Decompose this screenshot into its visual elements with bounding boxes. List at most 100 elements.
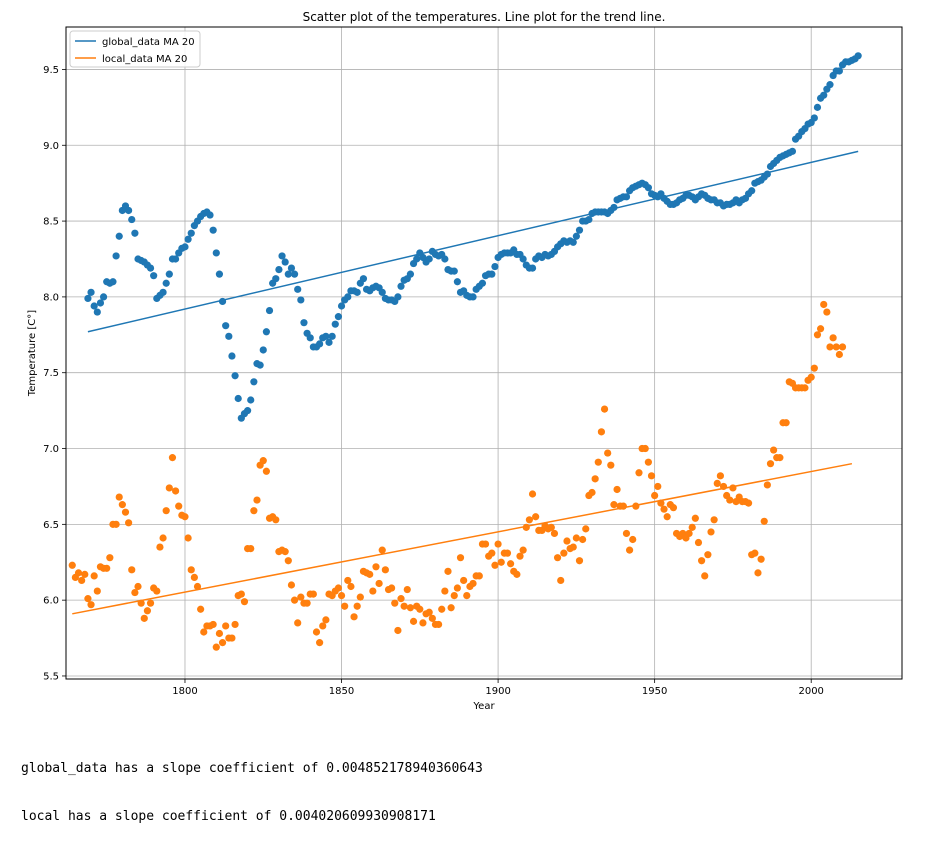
data-point-local xyxy=(613,485,621,494)
data-point-global xyxy=(331,320,339,328)
data-point-local xyxy=(171,487,180,495)
data-point-global xyxy=(294,285,302,293)
data-point-local xyxy=(93,587,101,595)
data-point-local xyxy=(629,535,637,544)
data-point-global xyxy=(788,147,797,155)
data-point-global xyxy=(622,193,631,201)
data-point-local xyxy=(688,523,696,531)
data-point-local xyxy=(250,507,258,515)
data-point-local xyxy=(763,481,771,489)
data-point-local xyxy=(553,554,562,562)
data-point-local xyxy=(456,554,465,562)
data-point-local xyxy=(801,384,809,392)
data-point-local xyxy=(428,614,436,622)
data-point-local xyxy=(607,461,615,469)
output-line-global: global_data has a slope coefficient of 0… xyxy=(21,761,483,776)
data-point-local xyxy=(337,592,346,600)
data-point-local xyxy=(297,593,305,601)
data-point-local xyxy=(625,546,634,554)
data-point-local xyxy=(657,499,665,507)
data-point-local xyxy=(754,569,762,577)
data-point-global xyxy=(265,306,274,315)
data-point-global xyxy=(225,332,233,340)
data-point-local xyxy=(316,639,324,647)
data-point-local xyxy=(770,446,778,454)
data-point-global xyxy=(441,255,449,263)
data-point-local xyxy=(128,566,136,574)
data-point-local xyxy=(247,545,255,553)
data-point-local xyxy=(563,537,571,545)
data-point-local xyxy=(416,605,424,613)
x-tick-label: 1850 xyxy=(329,686,354,697)
data-point-local xyxy=(707,528,715,536)
data-point-local xyxy=(691,514,699,522)
plot-area-frame xyxy=(65,26,903,680)
data-point-local xyxy=(184,534,192,542)
data-point-global xyxy=(854,52,862,60)
data-point-global xyxy=(519,255,527,263)
data-point-global xyxy=(644,184,652,192)
data-point-global xyxy=(469,293,477,301)
data-point-global xyxy=(171,255,180,263)
data-point-local xyxy=(622,529,631,538)
data-point-global xyxy=(259,346,267,354)
data-point-global xyxy=(813,103,822,111)
data-point-global xyxy=(231,372,239,380)
data-point-local xyxy=(197,605,205,613)
data-point-local xyxy=(829,334,837,342)
data-point-local xyxy=(209,620,217,629)
data-point-global xyxy=(115,232,123,240)
data-point-local xyxy=(222,622,230,630)
data-point-local xyxy=(312,628,321,636)
y-tick-label: 7.5 xyxy=(43,368,59,379)
y-tick-label: 8.0 xyxy=(43,292,59,303)
data-point-global xyxy=(610,203,618,212)
data-point-local xyxy=(134,582,142,591)
data-point-global xyxy=(328,332,336,340)
data-point-global xyxy=(244,407,252,415)
data-point-global xyxy=(184,235,192,243)
data-point-local xyxy=(719,482,728,491)
grid-lines xyxy=(66,27,902,679)
data-point-global xyxy=(84,294,92,303)
data-point-local xyxy=(685,529,693,538)
data-point-global xyxy=(478,279,487,287)
data-point-local xyxy=(651,491,659,500)
data-point-local xyxy=(591,475,599,483)
data-point-local xyxy=(757,555,765,563)
data-point-global xyxy=(131,229,139,237)
data-point-local xyxy=(284,557,292,565)
data-point-local xyxy=(744,499,753,507)
data-point-global xyxy=(334,313,343,321)
scatter-chart: Scatter plot of the temperatures. Line p… xyxy=(27,10,903,712)
data-point-local xyxy=(106,554,114,562)
data-point-local xyxy=(125,519,133,527)
data-point-local xyxy=(600,405,609,413)
data-point-local xyxy=(816,325,825,333)
data-point-local xyxy=(366,570,374,578)
data-point-global xyxy=(96,299,105,307)
data-point-local xyxy=(84,595,92,603)
data-point-local xyxy=(187,566,195,574)
data-point-local xyxy=(190,573,198,582)
data-point-local xyxy=(175,502,183,510)
data-point-global xyxy=(212,249,220,257)
data-point-local xyxy=(475,572,483,580)
data-point-local xyxy=(294,619,302,627)
data-point-local xyxy=(710,516,718,524)
data-point-local xyxy=(200,628,208,636)
data-point-local xyxy=(582,525,590,533)
data-point-global xyxy=(125,206,133,215)
data-point-local xyxy=(137,599,145,607)
legend-box xyxy=(69,30,201,68)
data-point-local xyxy=(838,343,847,351)
data-point-local xyxy=(272,516,280,524)
data-point-global xyxy=(748,187,756,195)
data-point-local xyxy=(112,520,120,528)
data-point-local xyxy=(503,549,512,557)
data-point-local xyxy=(560,549,568,557)
data-point-local xyxy=(375,579,383,588)
trend-line-global xyxy=(87,150,859,333)
data-point-local xyxy=(729,484,737,492)
data-point-global xyxy=(287,264,296,272)
